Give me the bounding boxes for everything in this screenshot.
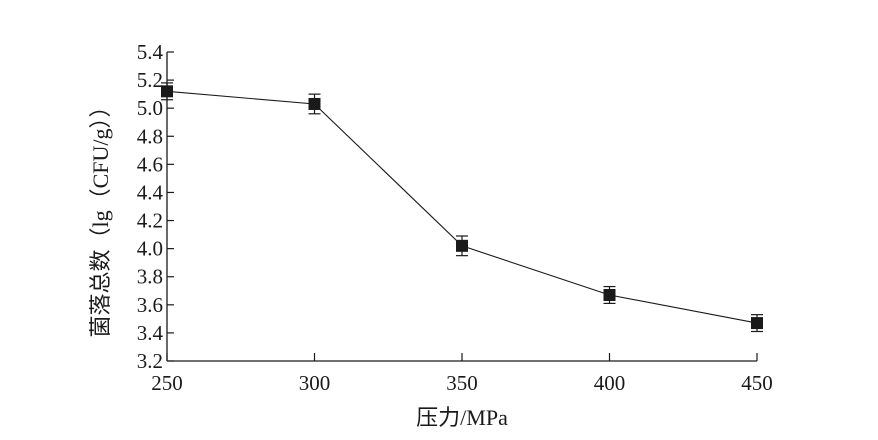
data-point — [751, 317, 763, 330]
y-tick-label: 4.6 — [137, 152, 163, 176]
y-axis-title: 菌落总数（lg（CFU/g）） — [88, 95, 113, 337]
x-tick-label: 350 — [446, 371, 478, 395]
axes — [166, 52, 757, 362]
y-tick-label: 5.4 — [137, 40, 164, 64]
data-point — [161, 85, 173, 98]
x-axis-title: 压力/MPa — [416, 405, 508, 430]
y-tick-label: 4.0 — [137, 237, 163, 261]
x-tick-label: 400 — [594, 371, 626, 395]
series-line — [166, 90, 758, 324]
y-tick-label: 4.8 — [137, 124, 163, 148]
y-tick-label: 3.2 — [137, 349, 163, 373]
y-tick-label: 4.4 — [137, 180, 164, 204]
data-point — [308, 97, 321, 110]
x-tick-label: 250 — [151, 371, 183, 395]
y-tick-label: 5.0 — [137, 96, 163, 120]
y-tick-label: 3.4 — [137, 321, 164, 345]
y-tick-label: 3.6 — [137, 293, 163, 317]
ticks: 3.2 3.4 3.6 3.8 4.0 4.2 4.4 4.6 4.8 5.0 5.2 5.4 250 3… — [137, 40, 773, 395]
y-tick-label: 3.8 — [137, 265, 163, 289]
data-point — [603, 288, 616, 301]
x-tick-label: 450 — [741, 371, 773, 395]
x-tick-label: 300 — [299, 371, 331, 395]
y-tick-label: 4.2 — [137, 209, 163, 233]
y-tick-label: 5.2 — [137, 68, 163, 92]
series — [161, 82, 763, 333]
data-point — [456, 239, 468, 252]
